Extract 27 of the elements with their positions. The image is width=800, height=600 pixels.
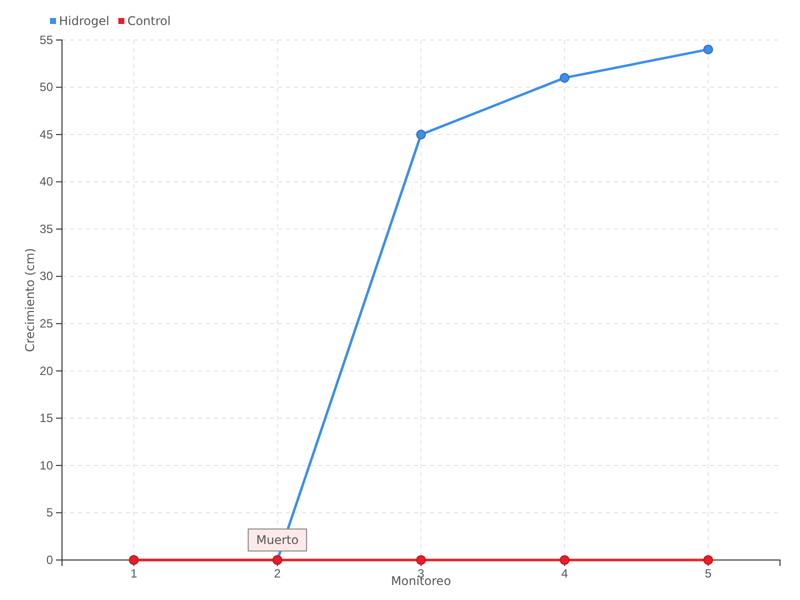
y-tick-label: 30 <box>40 269 54 284</box>
x-tick-label: 5 <box>704 566 712 581</box>
x-tick-label: 4 <box>561 566 568 581</box>
y-tick-label: 0 <box>46 552 54 567</box>
y-tick-label: 50 <box>40 80 54 94</box>
legend-label: Control <box>127 14 171 28</box>
y-tick-label: 45 <box>40 127 54 142</box>
point <box>416 555 426 565</box>
x-axis-title: Monitoreo <box>390 574 452 588</box>
point <box>560 555 570 565</box>
legend-label: Hidrogel <box>59 14 110 28</box>
y-tick-label: 10 <box>40 458 54 472</box>
annotation: Muerto <box>256 533 299 547</box>
y-tick-label: 55 <box>40 32 54 47</box>
y-tick-label: 15 <box>40 411 54 426</box>
x-tick-label: 1 <box>130 566 138 581</box>
y-axis-title: Crecimiento (cm) <box>23 248 37 352</box>
point <box>703 555 714 565</box>
point <box>703 44 714 54</box>
y-tick-label: 20 <box>40 364 54 378</box>
y-tick-label: 5 <box>46 506 54 520</box>
y-tick-label: 35 <box>40 222 54 236</box>
point <box>416 130 426 140</box>
point <box>560 72 570 83</box>
y-tick-label: 25 <box>40 316 54 330</box>
y-tick-label: 40 <box>40 174 54 189</box>
x-tick-label: 2 <box>274 566 282 581</box>
